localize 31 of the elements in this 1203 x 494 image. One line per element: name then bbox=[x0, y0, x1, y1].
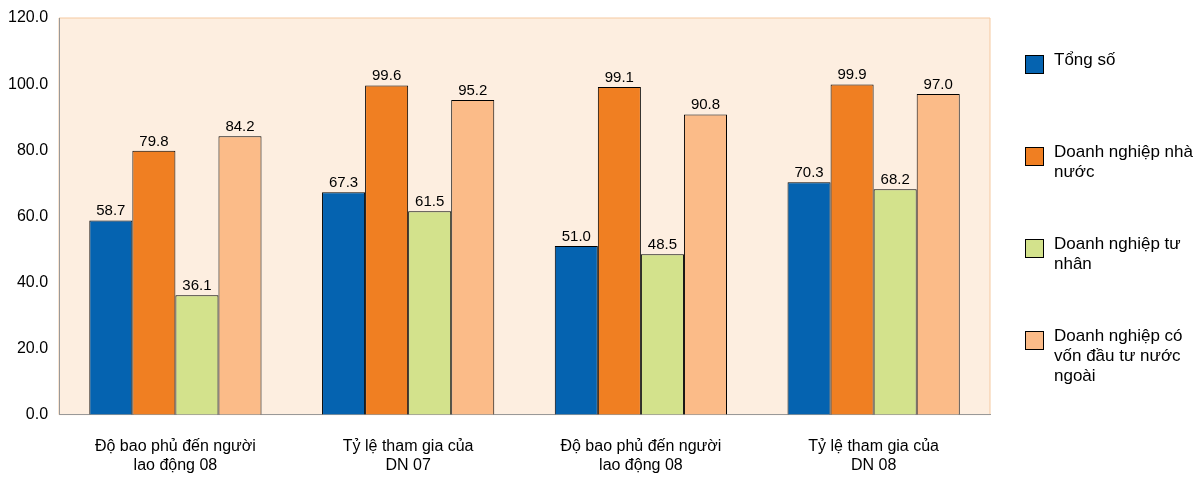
data-label: 99.6 bbox=[372, 66, 402, 84]
y-tick-label: 100.0 bbox=[7, 74, 49, 92]
legend-label: Doanh nghiệp nhà nước bbox=[1054, 142, 1194, 182]
data-label: 90.8 bbox=[690, 95, 721, 113]
y-tick-label: 80.0 bbox=[16, 140, 49, 158]
x-tick-label: Tỷ lệ tham gia của DN 08 bbox=[808, 436, 940, 473]
y-tick-label: 40.0 bbox=[16, 272, 49, 290]
legend-label: Doanh nghiệp có vốn đầu tư nước ngoài bbox=[1054, 326, 1184, 386]
data-label: 97.0 bbox=[923, 74, 953, 92]
data-label: 36.1 bbox=[182, 275, 212, 293]
legend-label: Doanh nghiệp tư nhân bbox=[1054, 234, 1182, 274]
data-label: 68.2 bbox=[880, 169, 910, 187]
data-label: 70.3 bbox=[794, 162, 824, 180]
data-label: 99.1 bbox=[604, 67, 634, 85]
x-tick-label: Độ bao phủ đến người lao động 08 bbox=[560, 436, 722, 473]
y-tick-label: 20.0 bbox=[16, 338, 49, 356]
legend-label: Tổng số bbox=[1054, 50, 1116, 70]
x-tick-label: Độ bao phủ đến người lao động 08 bbox=[94, 436, 256, 473]
data-label: 61.5 bbox=[415, 191, 445, 209]
data-label: 51.0 bbox=[561, 226, 591, 244]
y-tick-label: 120.0 bbox=[7, 8, 49, 26]
data-label: 95.2 bbox=[458, 80, 488, 98]
y-tick-label: 60.0 bbox=[16, 206, 49, 224]
data-label: 58.7 bbox=[96, 201, 126, 219]
data-label: 84.2 bbox=[225, 116, 255, 134]
y-tick-label: 0.0 bbox=[25, 405, 49, 423]
x-tick-label: Tỷ lệ tham gia của DN 07 bbox=[342, 436, 474, 473]
data-label: 48.5 bbox=[647, 234, 678, 252]
data-label: 67.3 bbox=[328, 172, 359, 190]
data-label: 79.8 bbox=[139, 131, 169, 149]
data-label: 99.9 bbox=[837, 65, 867, 83]
